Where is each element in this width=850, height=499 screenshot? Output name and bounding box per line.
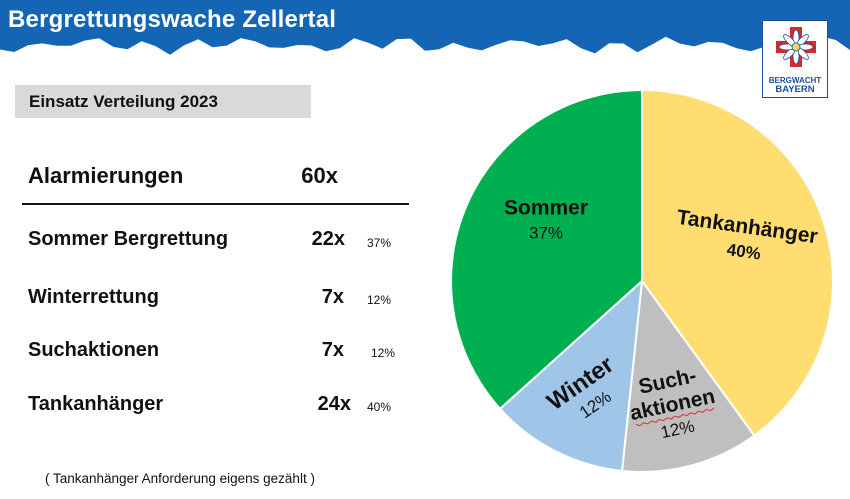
- row-percent: 37%: [367, 236, 392, 250]
- slice-label-group: Sommer 37%: [504, 196, 588, 242]
- pie-slice: [498, 278, 644, 473]
- row-percent: 12%: [371, 346, 396, 360]
- pie-slice: [450, 88, 643, 411]
- total-count: 60x: [301, 163, 338, 188]
- row-count: 7x: [321, 286, 344, 308]
- pie-slice: [641, 88, 834, 437]
- footnote: ( Tankanhänger Anforderung eigens gezähl…: [45, 471, 315, 486]
- row-label: Tankanhänger: [28, 393, 164, 415]
- spellcheck-underline: [635, 407, 715, 427]
- subtitle: Einsatz Verteilung 2023: [29, 92, 218, 111]
- slice-percent-label: 40%: [726, 240, 762, 264]
- row-percent: 12%: [367, 293, 392, 307]
- pie-slice: [620, 278, 756, 473]
- table-divider: [22, 203, 409, 205]
- logo-text-bergwacht: BERGWACHT: [768, 76, 822, 85]
- banner-mountain-shape: [0, 0, 850, 55]
- slice-percent-label: 37%: [529, 223, 563, 242]
- row-count: 24x: [317, 393, 351, 415]
- subtitle-box: Einsatz Verteilung 2023: [15, 85, 311, 118]
- row-count: 7x: [321, 339, 344, 361]
- row-percent: 40%: [367, 400, 392, 414]
- row-label: Suchaktionen: [28, 339, 160, 361]
- slide-title: Bergrettungswache Zellertal: [8, 6, 337, 33]
- row-label: Winterrettung: [28, 286, 159, 308]
- total-label: Alarmierungen: [28, 163, 184, 188]
- slice-label: Sommer: [504, 196, 588, 219]
- row-label: Sommer Bergrettung: [28, 228, 229, 250]
- bergwacht-logo: BERGWACHT BAYERN: [762, 20, 828, 98]
- edelweiss-cross-icon: [776, 27, 816, 67]
- header-banner: [0, 0, 850, 55]
- row-count: 22x: [311, 228, 345, 250]
- logo-text-bayern: BAYERN: [775, 84, 815, 95]
